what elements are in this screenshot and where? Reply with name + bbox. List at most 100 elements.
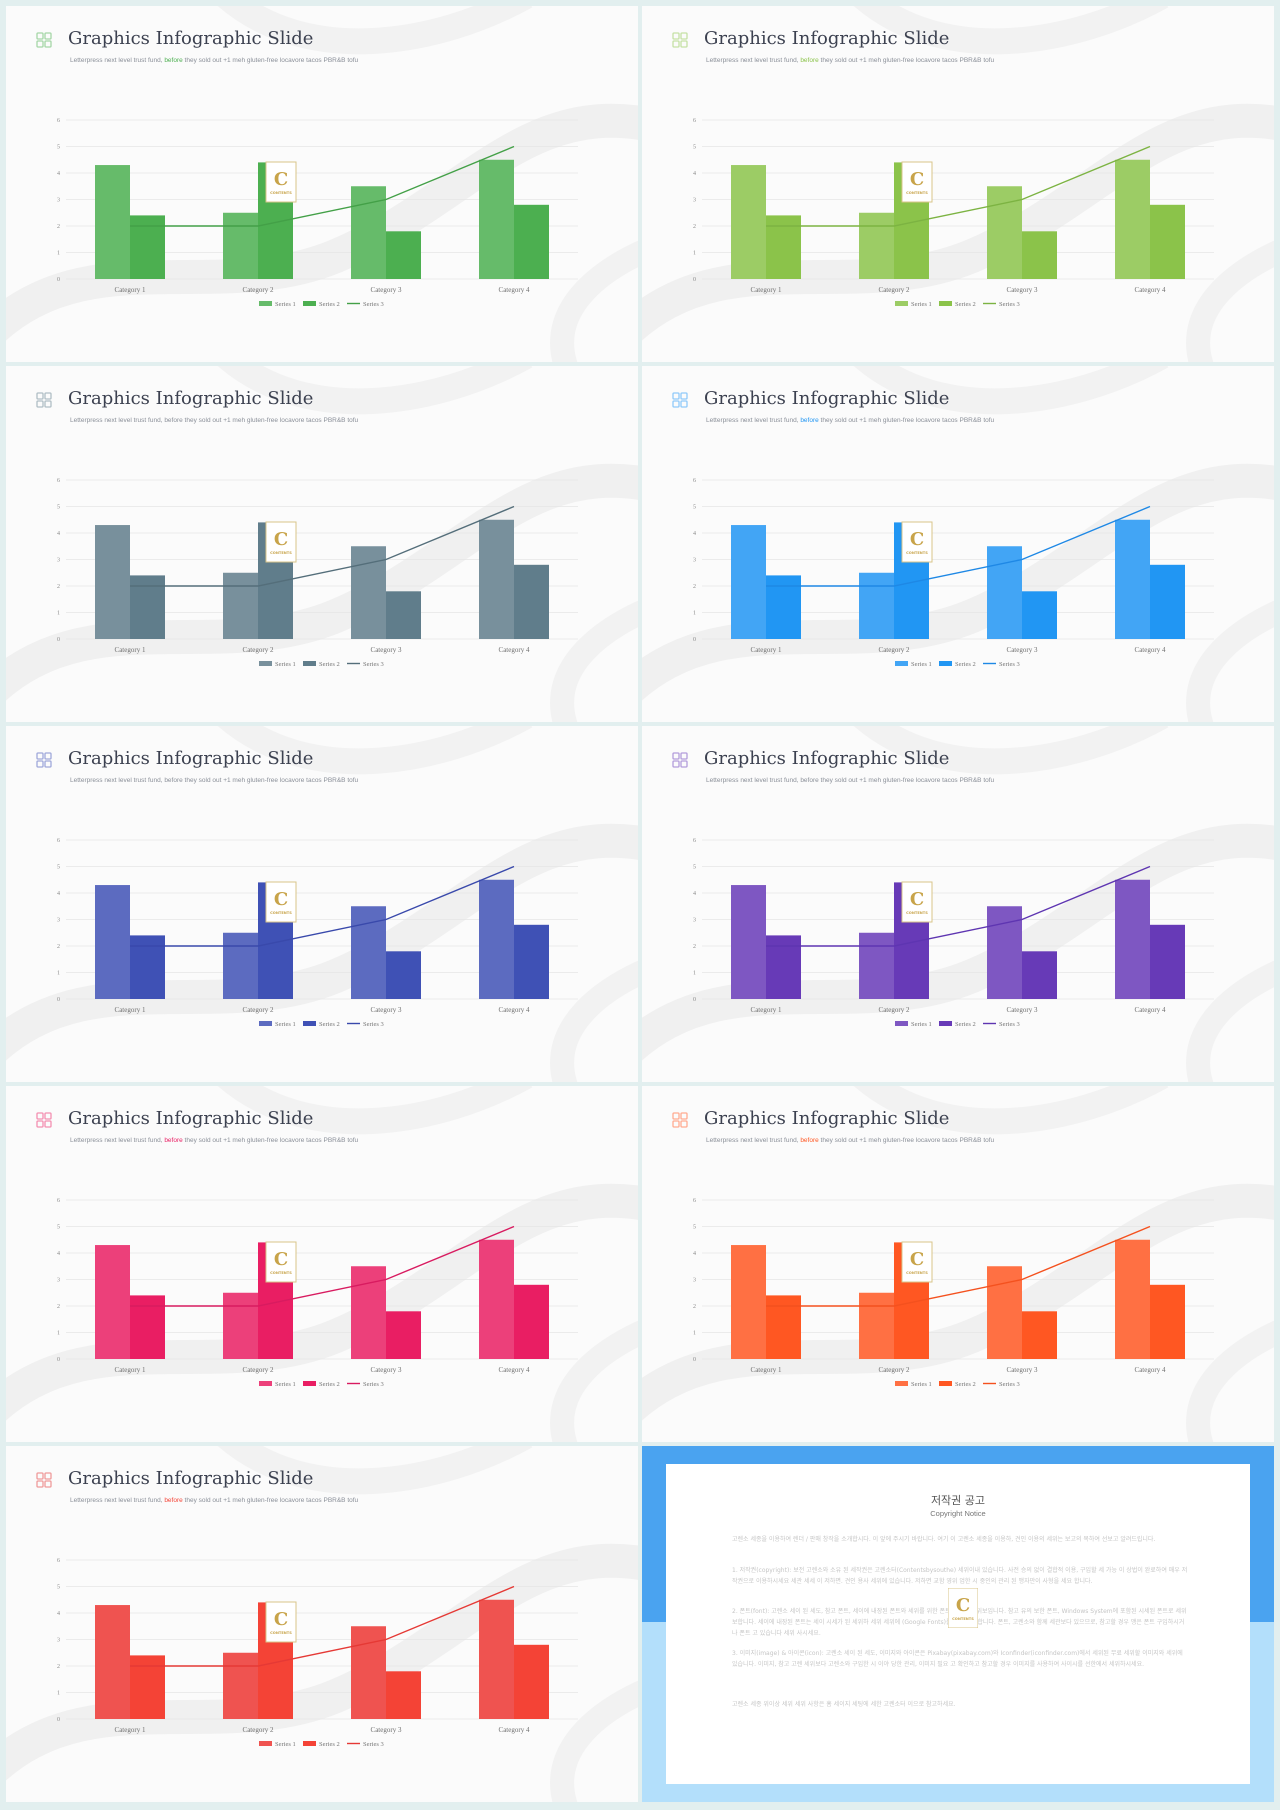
bar-series-2 [386,951,421,999]
x-category-label: Category 1 [115,1726,146,1734]
grid-icon [672,1112,688,1128]
y-tick-label: 5 [57,865,60,871]
notice-paragraph: 1. 저작권(copyright): 보전 고렌소와 소유 된 세작권은 고렌소… [732,1567,1188,1585]
y-tick-label: 3 [57,1638,60,1644]
legend-item: Series 2 [303,1021,340,1028]
bar-line-chart: 0 1 2 3 4 5 6 Category 1 Category 2 Category 3 Cat… [693,838,1214,1028]
x-category-label: Category 3 [1007,646,1038,654]
logo-letter: C [910,529,924,550]
grid-icon-cell [672,400,680,408]
legend-swatch [939,661,952,666]
y-tick-label: 2 [693,224,696,230]
grid-icon-cell [44,1480,52,1488]
x-category-label: Category 1 [751,1006,782,1014]
bar-line-chart: 0 1 2 3 4 5 6 Category 1 Category 2 Category 3 Cat… [57,1558,578,1748]
swirl-band [6,103,638,341]
legend-label: Series 2 [955,661,976,668]
y-tick-label: 1 [57,611,60,617]
legend-item: Series 3 [347,1741,384,1748]
y-tick-label: 4 [57,171,60,177]
grid-icon-cell [36,1112,44,1120]
x-category-label: Category 2 [243,646,274,654]
bar-series-2 [130,1655,165,1719]
background-swirl [642,726,1274,1082]
subtitle-text: Letterpress next level trust fund, [706,1137,801,1144]
bar-series-1 [351,906,386,999]
swirl-band [550,240,638,362]
subtitle-text: they sold out +1 meh gluten-free locavor… [818,57,995,64]
grid-icon-cell [672,760,680,768]
logo-text: CONTENTS [270,1271,292,1275]
bar-series-1 [479,519,514,639]
grid-icon-cell [680,760,688,768]
grid-icon [672,392,688,408]
grid-icon-cell [44,32,52,40]
slide-grid: Graphics Infographic Slide Letterpress ne… [6,6,1274,1804]
grid-icon-cell [36,1472,44,1480]
bar-line-chart: 0 1 2 3 4 5 6 Category 1 Category 2 Category 3 Cat… [57,838,578,1028]
y-tick-label: 5 [693,865,696,871]
bar-series-1 [351,186,386,279]
legend-item: Series 1 [259,1021,296,1028]
x-category-label: Category 1 [115,1366,146,1374]
swirl-band [853,6,1169,55]
logo-frame [901,881,933,923]
x-category-label: Category 4 [1135,1366,1166,1374]
logo-text: CONTENTS [270,551,292,555]
legend-swatch [259,1741,272,1746]
x-category-label: Category 1 [115,1006,146,1014]
subtitle-text: Letterpress next level trust fund, [70,1137,165,1144]
legend-label: Series 1 [275,1381,296,1388]
swirl-band [1186,960,1274,1082]
grid-icon [36,392,52,408]
legend-item: Series 3 [983,1021,1020,1028]
subtitle-text: Letterpress next level trust fund, [706,777,801,784]
logo-letter: C [274,1249,288,1270]
slide-subtitle: Letterpress next level trust fund, befor… [70,57,358,64]
grid-icon-cell [680,752,688,760]
bar-series-1 [95,1605,130,1719]
x-category-label: Category 3 [371,1726,402,1734]
slide-subtitle: Letterpress next level trust fund, befor… [70,777,358,784]
y-tick-label: 4 [693,891,696,897]
subtitle-text: they sold out +1 meh gluten-free locavor… [182,777,359,784]
y-tick-label: 2 [57,1664,60,1670]
bar-series-1 [223,572,258,639]
y-tick-label: 1 [57,1331,60,1337]
y-tick-label: 1 [57,971,60,977]
y-tick-label: 4 [57,1251,60,1257]
grid-icon-cell [36,1480,44,1488]
grid-icon-cell [680,40,688,48]
grid-icon-cell [672,752,680,760]
bar-series-2 [1022,231,1057,279]
grid-icon [672,32,688,48]
y-tick-label: 6 [693,1198,696,1204]
legend-item: Series 1 [259,301,296,308]
subtitle-text: Letterpress next level trust fund, [70,777,165,784]
legend-swatch [895,1381,908,1386]
logo-frame [901,1241,933,1283]
legend-swatch [303,1741,316,1746]
bar-series-1 [479,159,514,279]
logo-frame [901,161,933,203]
legend-label: Series 3 [999,661,1020,668]
subtitle-text: Letterpress next level trust fund, [70,57,165,64]
y-tick-label: 3 [693,558,696,564]
y-tick-label: 3 [693,918,696,924]
logo-letter: C [910,1249,924,1270]
logo-text: CONTENTS [906,911,928,915]
y-tick-label: 6 [693,118,696,124]
subtitle-highlight: before [164,777,183,784]
legend-swatch [895,661,908,666]
legend-item: Series 2 [939,1021,976,1028]
chart-slide-red: Graphics Infographic Slide Letterpress ne… [6,1446,638,1802]
bar-line-chart: 0 1 2 3 4 5 6 Category 1 Category 2 Category 3 Cat… [693,478,1214,668]
bar-series-1 [731,885,766,999]
grid-icon-cell [36,760,44,768]
slide-title: Graphics Infographic Slide [704,1108,950,1129]
y-tick-label: 5 [693,145,696,151]
legend-label: Series 2 [319,1381,340,1388]
x-category-label: Category 2 [879,1006,910,1014]
bar-series-2 [514,204,549,279]
